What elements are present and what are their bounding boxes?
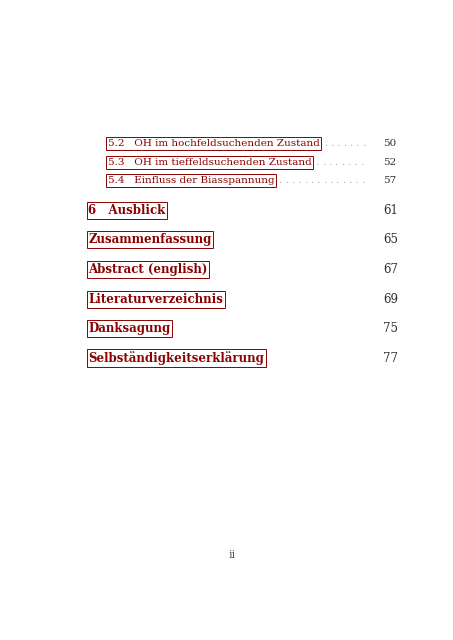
Text: .: . bbox=[315, 157, 319, 166]
Text: .: . bbox=[316, 176, 319, 186]
Text: 75: 75 bbox=[383, 322, 398, 335]
Text: .: . bbox=[361, 139, 365, 148]
Text: .: . bbox=[349, 139, 352, 148]
Text: 5.2   OH im hochfeldsuchenden Zustand: 5.2 OH im hochfeldsuchenden Zustand bbox=[107, 139, 319, 148]
Text: 52: 52 bbox=[383, 157, 396, 166]
Text: 57: 57 bbox=[383, 176, 396, 186]
Text: .: . bbox=[328, 157, 332, 166]
Text: .: . bbox=[334, 157, 337, 166]
Text: Selbständigkeitserklärung: Selbständigkeitserklärung bbox=[88, 351, 264, 365]
Text: .: . bbox=[279, 176, 282, 186]
Text: .: . bbox=[330, 139, 333, 148]
Text: .: . bbox=[291, 176, 294, 186]
Text: .: . bbox=[354, 176, 357, 186]
Text: .: . bbox=[329, 176, 332, 186]
Text: .: . bbox=[341, 157, 344, 166]
Text: Danksagung: Danksagung bbox=[88, 322, 170, 335]
Text: .: . bbox=[355, 139, 358, 148]
Text: .: . bbox=[310, 176, 313, 186]
Text: 5.3   OH im tieffeldsuchenden Zustand: 5.3 OH im tieffeldsuchenden Zustand bbox=[107, 157, 311, 166]
Text: 67: 67 bbox=[383, 263, 398, 276]
Text: 5.4   Einfluss der Biasspannung: 5.4 Einfluss der Biasspannung bbox=[107, 176, 274, 186]
Text: .: . bbox=[322, 157, 325, 166]
Text: 69: 69 bbox=[383, 292, 398, 305]
Text: Abstract (english): Abstract (english) bbox=[88, 263, 207, 276]
Text: .: . bbox=[361, 176, 364, 186]
Text: .: . bbox=[304, 176, 307, 186]
Text: 61: 61 bbox=[383, 204, 398, 217]
Text: .: . bbox=[323, 176, 326, 186]
Text: .: . bbox=[347, 157, 350, 166]
Text: 6   Ausblick: 6 Ausblick bbox=[88, 204, 165, 217]
Text: .: . bbox=[342, 176, 345, 186]
Text: .: . bbox=[284, 176, 288, 186]
Text: .: . bbox=[336, 139, 339, 148]
Text: 65: 65 bbox=[383, 234, 398, 246]
Text: 77: 77 bbox=[383, 352, 398, 365]
Text: .: . bbox=[348, 176, 351, 186]
Text: 50: 50 bbox=[383, 139, 396, 148]
Text: .: . bbox=[353, 157, 357, 166]
Text: Zusammenfassung: Zusammenfassung bbox=[88, 234, 212, 246]
Text: .: . bbox=[297, 176, 301, 186]
Text: Literaturverzeichnis: Literaturverzeichnis bbox=[88, 292, 223, 305]
Text: .: . bbox=[335, 176, 338, 186]
Text: .: . bbox=[360, 157, 363, 166]
Text: .: . bbox=[342, 139, 346, 148]
Text: .: . bbox=[323, 139, 327, 148]
Text: ii: ii bbox=[228, 550, 236, 560]
